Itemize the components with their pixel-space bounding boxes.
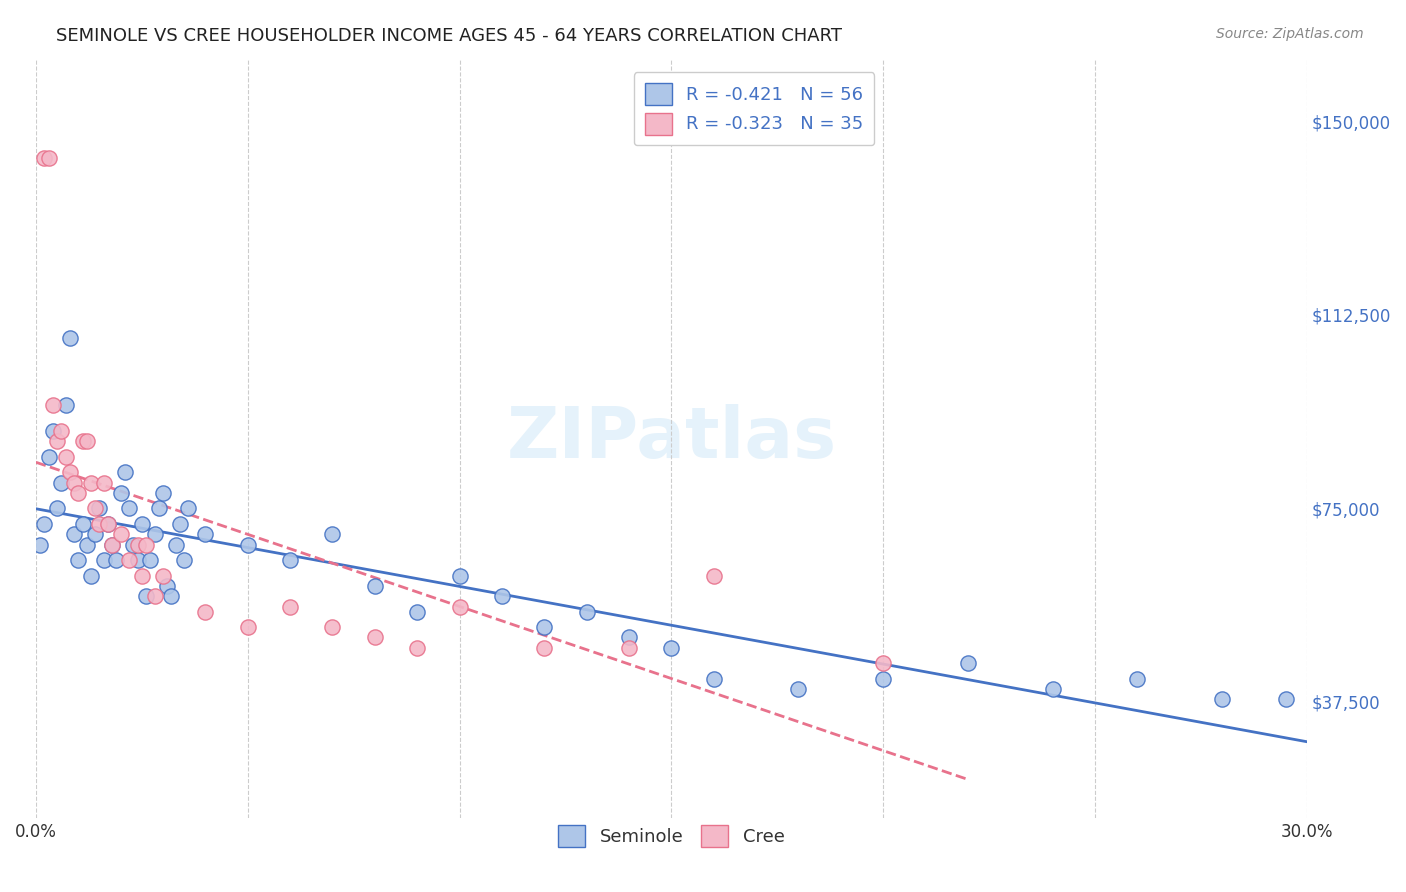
Point <box>533 640 555 655</box>
Point <box>101 538 124 552</box>
Point <box>135 538 157 552</box>
Point <box>59 466 82 480</box>
Point <box>84 501 107 516</box>
Point <box>236 538 259 552</box>
Point <box>278 599 301 614</box>
Point <box>617 640 640 655</box>
Point <box>55 450 77 464</box>
Point <box>80 475 103 490</box>
Point <box>143 527 166 541</box>
Point <box>67 553 90 567</box>
Point <box>76 538 98 552</box>
Point <box>51 475 73 490</box>
Point <box>533 620 555 634</box>
Point <box>84 527 107 541</box>
Point <box>1126 672 1149 686</box>
Point <box>236 620 259 634</box>
Point <box>1211 692 1233 706</box>
Text: ZIPatlas: ZIPatlas <box>506 404 837 474</box>
Point <box>152 486 174 500</box>
Point <box>787 681 810 696</box>
Point <box>169 516 191 531</box>
Point <box>118 553 141 567</box>
Point <box>406 605 429 619</box>
Point <box>449 568 471 582</box>
Point <box>160 589 183 603</box>
Point <box>110 527 132 541</box>
Point <box>122 538 145 552</box>
Point <box>34 151 56 165</box>
Point <box>105 553 128 567</box>
Point <box>46 501 69 516</box>
Point <box>97 516 120 531</box>
Point <box>364 579 387 593</box>
Point <box>55 398 77 412</box>
Point <box>127 538 149 552</box>
Point <box>97 516 120 531</box>
Point <box>872 672 894 686</box>
Point <box>406 640 429 655</box>
Point <box>131 568 153 582</box>
Text: Source: ZipAtlas.com: Source: ZipAtlas.com <box>1216 27 1364 41</box>
Point <box>51 424 73 438</box>
Point <box>46 434 69 449</box>
Point <box>1042 681 1064 696</box>
Point <box>34 516 56 531</box>
Legend: Seminole, Cree: Seminole, Cree <box>551 818 792 855</box>
Point <box>63 475 86 490</box>
Point <box>364 631 387 645</box>
Point <box>703 672 725 686</box>
Point <box>491 589 513 603</box>
Point <box>30 538 52 552</box>
Point <box>156 579 179 593</box>
Point <box>449 599 471 614</box>
Point <box>110 486 132 500</box>
Point <box>1274 692 1296 706</box>
Point <box>575 605 598 619</box>
Point <box>152 568 174 582</box>
Point <box>72 516 94 531</box>
Point <box>59 331 82 345</box>
Point <box>703 568 725 582</box>
Point <box>131 516 153 531</box>
Point <box>321 527 343 541</box>
Point <box>93 475 115 490</box>
Point <box>114 466 136 480</box>
Point <box>278 553 301 567</box>
Point <box>76 434 98 449</box>
Point <box>135 589 157 603</box>
Point <box>118 501 141 516</box>
Point <box>194 605 217 619</box>
Point <box>173 553 195 567</box>
Text: SEMINOLE VS CREE HOUSEHOLDER INCOME AGES 45 - 64 YEARS CORRELATION CHART: SEMINOLE VS CREE HOUSEHOLDER INCOME AGES… <box>56 27 842 45</box>
Point <box>80 568 103 582</box>
Point <box>956 657 979 671</box>
Point <box>72 434 94 449</box>
Point <box>143 589 166 603</box>
Point <box>38 450 60 464</box>
Point <box>67 486 90 500</box>
Point <box>148 501 170 516</box>
Point <box>139 553 162 567</box>
Point <box>165 538 187 552</box>
Point <box>89 501 111 516</box>
Point <box>93 553 115 567</box>
Point <box>101 538 124 552</box>
Point <box>659 640 682 655</box>
Point <box>63 527 86 541</box>
Point <box>127 553 149 567</box>
Point <box>617 631 640 645</box>
Point <box>42 424 65 438</box>
Point <box>194 527 217 541</box>
Point <box>872 657 894 671</box>
Point <box>42 398 65 412</box>
Point <box>89 516 111 531</box>
Point <box>38 151 60 165</box>
Point <box>177 501 200 516</box>
Point <box>321 620 343 634</box>
